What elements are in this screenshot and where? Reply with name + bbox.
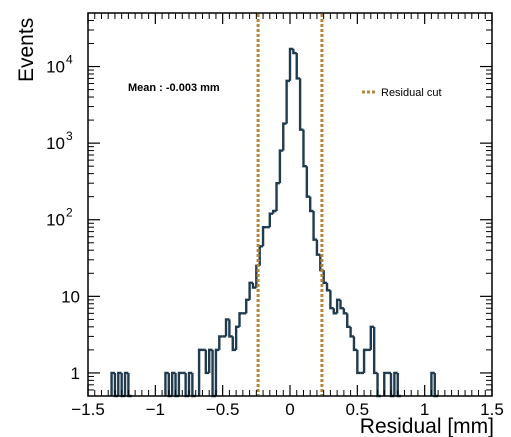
histogram-bin [258,245,264,266]
histogram-bin [268,212,274,228]
histogram-bin [356,349,361,375]
mean-annotation: Mean : -0.003 mm [128,82,220,94]
histogram-bin [234,325,240,350]
x-tick-label: −1.5 [71,400,105,419]
histogram-bin [349,326,354,338]
histogram-bin [383,371,388,396]
histogram-bin [197,348,203,396]
histogram-bin [372,326,378,375]
histogram-bin [305,166,311,198]
histogram-bin [362,348,368,373]
y-tick-label: 1 [71,364,80,383]
x-tick-label: 0 [285,400,294,419]
histogram-bin [285,79,290,124]
histogram-bin [245,298,250,314]
x-tick-label: −0.5 [206,400,240,419]
histogram-bin [352,336,358,352]
histogram-bin [322,270,328,285]
histogram-bin [228,319,233,338]
histogram-bin [309,196,314,213]
histogram-bin [191,372,196,398]
y-axis-title: Events [15,18,38,82]
histogram-bin [346,313,351,329]
histogram-bin [315,239,321,256]
histogram-bin [218,335,223,350]
histogram-bin [127,372,132,398]
histogram-bin [376,372,381,398]
y-tick-label: 10 [46,134,65,153]
histogram-bin [275,181,280,212]
y-tick-label: 10 [61,287,80,306]
x-tick-label: 1 [420,400,429,419]
y-tick-label: 10 [46,211,65,230]
x-tick-label: −1 [146,400,165,419]
histogram-bin [396,372,402,398]
x-tick-label: 1.5 [480,400,504,419]
histogram-bin [312,211,317,241]
histogram-bin [214,348,220,396]
histogram-bin [302,129,307,168]
histogram-bin [342,308,348,315]
histogram-bin [278,149,284,184]
legend-label-residual-cut: Residual cut [381,87,442,99]
x-axis-title: Residual [mm] [360,415,494,437]
histogram-bin [282,122,287,151]
histogram-bin [433,372,439,398]
x-tick-label: 0.5 [346,400,370,419]
histogram-bin [339,299,344,310]
histogram-bin [329,290,334,310]
y-tick-exponent: 2 [66,206,73,220]
histogram-bin [325,282,331,292]
y-tick-label: 10 [46,58,65,77]
legend: Residual cut [362,87,442,99]
y-tick-exponent: 4 [66,53,73,67]
histogram-bin [238,312,243,327]
histogram-bin [271,209,277,214]
plot-frame [87,12,493,397]
histogram-bin [177,371,183,396]
y-tick-exponent: 3 [66,129,73,143]
histogram-bin [295,53,301,80]
histogram-bin [298,78,304,131]
histogram-bin [292,48,297,55]
histogram-bin [261,225,267,247]
